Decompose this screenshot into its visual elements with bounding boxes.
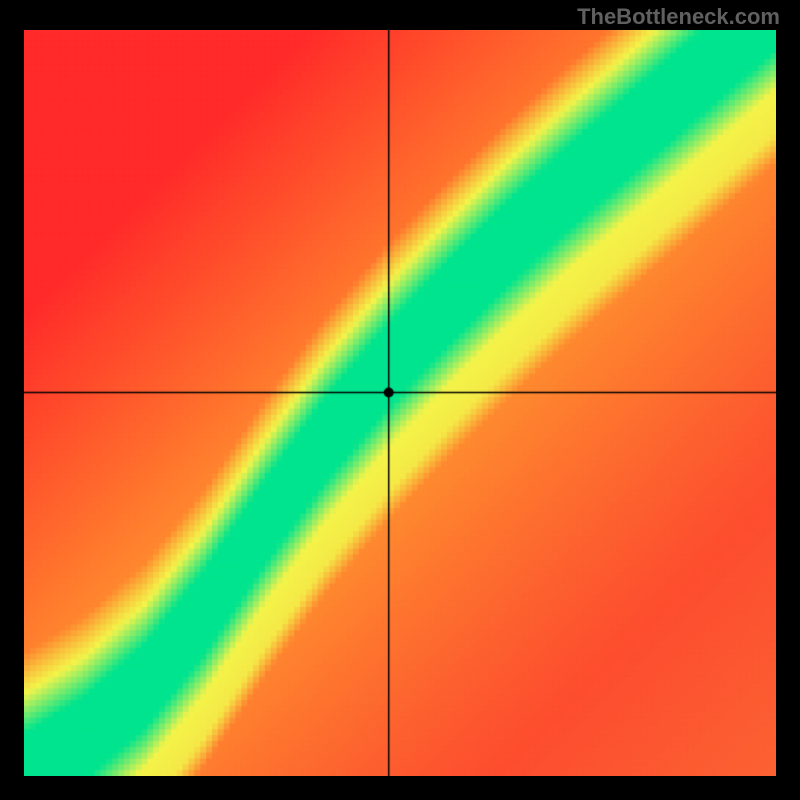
chart-container: TheBottleneck.com	[0, 0, 800, 800]
watermark-text: TheBottleneck.com	[577, 4, 780, 30]
bottleneck-heatmap	[24, 30, 776, 776]
